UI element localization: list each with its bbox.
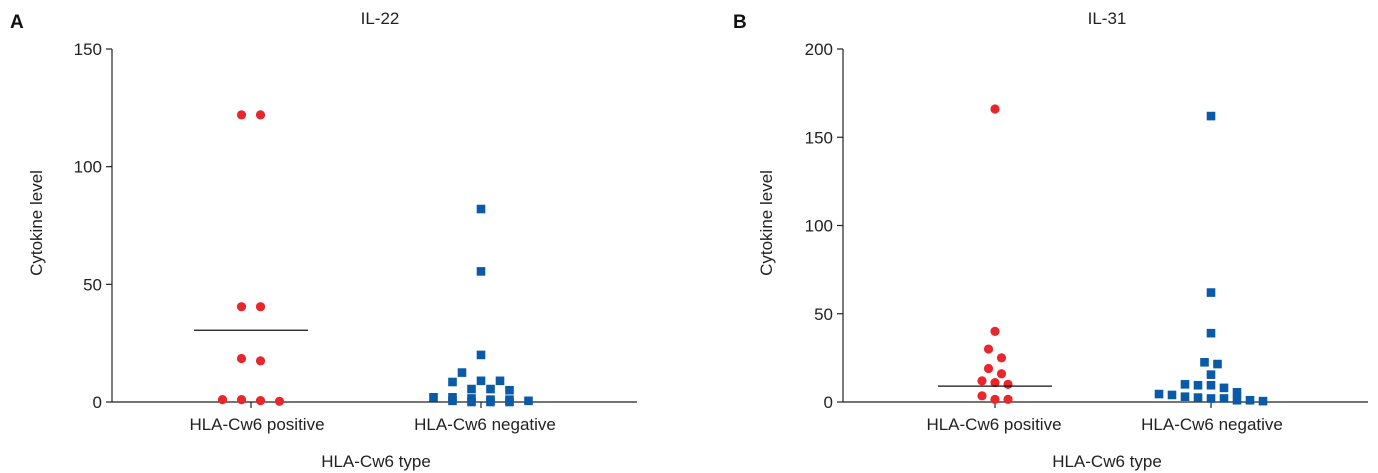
data-point-negative xyxy=(1213,359,1222,369)
data-point-positive xyxy=(990,104,1000,114)
data-point-negative xyxy=(1219,394,1229,403)
data-point-negative xyxy=(1200,357,1209,367)
data-point-positive xyxy=(236,302,247,312)
data-point-positive xyxy=(977,376,987,386)
y-tick-label: 150 xyxy=(74,40,102,59)
data-point-positive xyxy=(996,353,1007,363)
data-point-negative xyxy=(1206,288,1216,297)
panel-b-y-ticks: 0 50 100 150 200 xyxy=(805,40,1212,412)
y-tick-label: 100 xyxy=(805,217,833,236)
data-point-negative xyxy=(467,384,476,394)
data-point-negative xyxy=(1258,396,1268,406)
data-point-negative xyxy=(486,397,495,407)
data-point-positive xyxy=(977,391,987,401)
data-point-negative xyxy=(486,384,495,394)
data-point-positive xyxy=(990,377,1000,388)
panel-a-x-tick-negative: HLA-Cw6 negative xyxy=(414,415,556,434)
panel-b-x-ticks: HLA-Cw6 positive HLA-Cw6 negative xyxy=(926,415,1282,434)
panel-a-x-axis-label: HLA-Cw6 type xyxy=(321,452,431,471)
panel-b-x-tick-positive: HLA-Cw6 positive xyxy=(926,415,1061,434)
data-point-negative xyxy=(1206,111,1216,121)
data-point-positive xyxy=(255,395,266,406)
panel-b-il31-chart: B IL-31 Cytokine level HLA-Cw6 type 0 50 1… xyxy=(733,9,1368,471)
panel-b-data-points xyxy=(977,104,1268,406)
data-point-positive xyxy=(983,344,994,354)
data-point-positive xyxy=(217,395,228,405)
data-point-negative xyxy=(448,377,457,387)
data-point-positive xyxy=(990,326,1000,336)
data-point-negative xyxy=(1193,380,1203,390)
data-point-negative xyxy=(1206,380,1216,390)
panel-b-title: IL-31 xyxy=(1088,9,1127,28)
data-point-positive xyxy=(996,369,1007,379)
panel-b-x-tick-negative: HLA-Cw6 negative xyxy=(1141,415,1283,434)
data-point-negative xyxy=(457,368,467,377)
data-point-negative xyxy=(476,376,486,386)
data-point-positive xyxy=(236,110,247,120)
panel-a-y-axis-label: Cytokine level xyxy=(27,170,46,276)
data-point-negative xyxy=(476,267,486,276)
panel-a-data-points xyxy=(217,110,533,407)
panel-a-il22-chart: A IL-22 Cytokine level HLA-Cw6 type 0 50 1… xyxy=(10,9,637,471)
data-point-positive xyxy=(236,353,247,364)
data-point-negative xyxy=(495,376,505,386)
data-point-negative xyxy=(1154,389,1164,399)
data-point-negative xyxy=(1206,370,1216,379)
y-tick-label: 200 xyxy=(805,40,833,59)
data-point-positive xyxy=(1003,394,1013,404)
data-point-negative xyxy=(1245,395,1255,405)
y-tick-label: 0 xyxy=(93,393,102,412)
data-point-positive xyxy=(255,110,266,120)
data-point-negative xyxy=(1180,380,1190,389)
data-point-negative xyxy=(505,397,514,407)
data-point-negative xyxy=(505,385,514,395)
y-tick-label: 100 xyxy=(74,158,102,177)
panel-b-y-axis-label: Cytokine level xyxy=(757,170,776,276)
data-point-negative xyxy=(1232,387,1242,397)
data-point-negative xyxy=(429,392,438,402)
data-point-positive xyxy=(1003,379,1013,389)
panel-b-x-axis-label: HLA-Cw6 type xyxy=(1052,452,1162,471)
data-point-positive xyxy=(236,395,247,405)
y-tick-label: 50 xyxy=(83,275,102,294)
data-point-negative xyxy=(1219,383,1229,393)
data-point-negative xyxy=(476,350,486,360)
data-point-positive xyxy=(274,396,285,406)
data-point-positive xyxy=(983,363,994,374)
panel-b-letter: B xyxy=(733,12,747,33)
data-point-positive xyxy=(255,302,266,312)
y-tick-label: 50 xyxy=(814,305,833,324)
y-tick-label: 0 xyxy=(824,393,833,412)
data-point-negative xyxy=(1167,390,1177,400)
data-point-negative xyxy=(1206,394,1216,403)
panel-a-y-ticks: 0 50 100 150 xyxy=(74,40,482,412)
data-point-negative xyxy=(524,396,533,406)
panel-a-x-tick-positive: HLA-Cw6 positive xyxy=(189,415,324,434)
panel-a-x-ticks: HLA-Cw6 positive HLA-Cw6 negative xyxy=(189,415,555,434)
y-tick-label: 150 xyxy=(805,128,833,147)
panel-a-letter: A xyxy=(10,12,24,33)
data-point-negative xyxy=(467,397,476,407)
data-point-negative xyxy=(1180,392,1190,402)
data-point-positive xyxy=(255,356,266,366)
data-point-negative xyxy=(1193,393,1203,402)
data-point-negative xyxy=(1232,395,1242,405)
data-point-negative xyxy=(1206,328,1216,338)
panel-a-title: IL-22 xyxy=(361,9,400,28)
data-point-negative xyxy=(476,204,486,214)
data-point-negative xyxy=(448,396,457,406)
data-point-positive xyxy=(990,394,1000,404)
